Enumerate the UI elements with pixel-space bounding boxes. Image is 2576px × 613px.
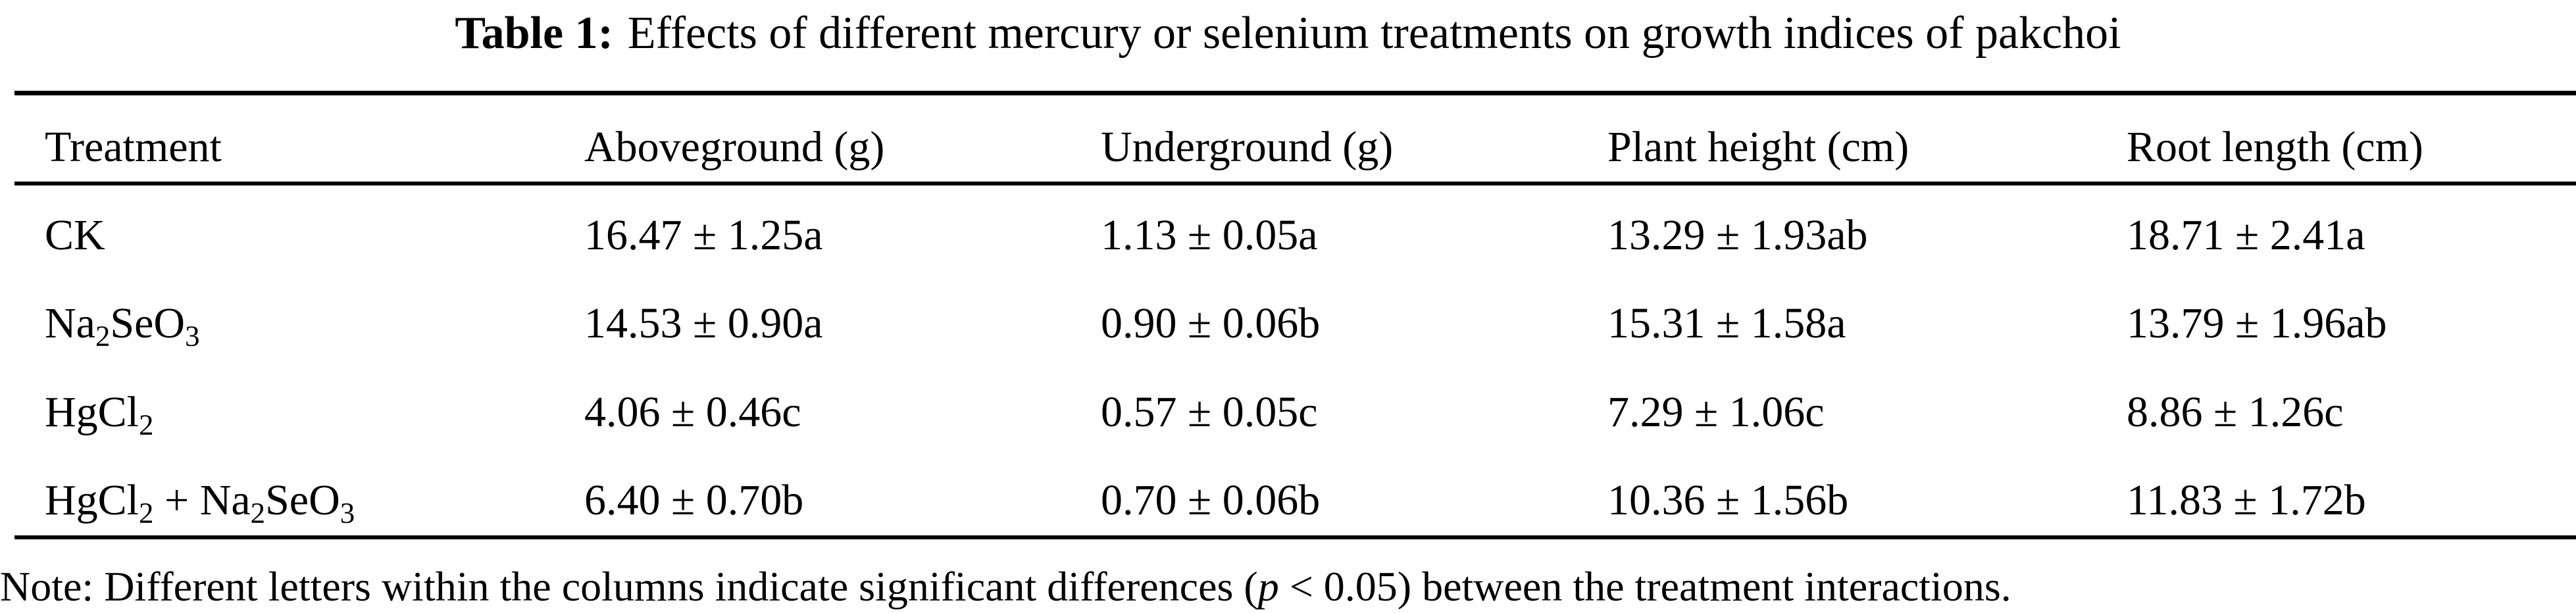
column-header: Underground (g) bbox=[1101, 123, 1394, 171]
treatment-cell: HgCl2 bbox=[45, 386, 153, 439]
subscript: 3 bbox=[340, 496, 355, 529]
bottom-rule bbox=[14, 535, 2576, 539]
value-cell: 16.47 ± 1.25a bbox=[584, 211, 823, 259]
treatment-text: HgCl bbox=[45, 388, 139, 436]
treatment-text: Na bbox=[45, 299, 95, 347]
value-cell: 8.86 ± 1.26c bbox=[2127, 388, 2344, 436]
note-text: Note: Different letters within the colum… bbox=[0, 563, 1258, 610]
table-caption: Table 1: Effects of different mercury or … bbox=[0, 4, 2576, 63]
subscript: 3 bbox=[185, 319, 200, 353]
value-cell: 15.31 ± 1.58a bbox=[1607, 299, 1846, 347]
table-title: Effects of different mercury or selenium… bbox=[627, 8, 2121, 59]
column-header: Aboveground (g) bbox=[584, 123, 885, 171]
note-text-end: < 0.05) between the treatment interactio… bbox=[1278, 563, 2011, 610]
treatment-text: HgCl bbox=[45, 476, 139, 524]
table-note: Note: Different letters within the colum… bbox=[0, 560, 2011, 613]
value-cell: 0.90 ± 0.06b bbox=[1101, 299, 1321, 347]
value-cell: 7.29 ± 1.06c bbox=[1607, 388, 1825, 436]
column-header: Plant height (cm) bbox=[1607, 123, 1909, 171]
treatment-cell: CK bbox=[45, 209, 105, 262]
subscript: 2 bbox=[139, 496, 154, 529]
top-rule bbox=[14, 91, 2576, 95]
subscript: 2 bbox=[95, 319, 111, 353]
value-cell: 1.13 ± 0.05a bbox=[1101, 211, 1318, 259]
value-cell: 0.70 ± 0.06b bbox=[1101, 476, 1321, 524]
subscript: 2 bbox=[250, 496, 266, 529]
treatment-cell: HgCl2 + Na2SeO3 bbox=[45, 474, 355, 527]
header-rule bbox=[14, 182, 2576, 185]
value-cell: 11.83 ± 1.72b bbox=[2127, 476, 2366, 524]
value-cell: 4.06 ± 0.46c bbox=[584, 388, 801, 436]
value-cell: 10.36 ± 1.56b bbox=[1607, 476, 1849, 524]
treatment-text: SeO bbox=[110, 299, 186, 347]
value-cell: 13.29 ± 1.93ab bbox=[1607, 211, 1868, 259]
treatment-text: + Na bbox=[153, 476, 251, 524]
value-cell: 18.71 ± 2.41a bbox=[2127, 211, 2365, 259]
table-label: Table 1: bbox=[455, 8, 613, 59]
value-cell: 13.79 ± 1.96ab bbox=[2127, 299, 2387, 347]
value-cell: 0.57 ± 0.05c bbox=[1101, 388, 1318, 436]
treatment-cell: Na2SeO3 bbox=[45, 297, 200, 353]
subscript: 2 bbox=[139, 408, 154, 441]
note-p-symbol: p bbox=[1257, 563, 1279, 610]
column-header: Treatment bbox=[45, 123, 222, 171]
column-header: Root length (cm) bbox=[2127, 123, 2423, 171]
treatment-text: SeO bbox=[265, 476, 340, 524]
value-cell: 14.53 ± 0.90a bbox=[584, 299, 823, 347]
treatment-text: CK bbox=[45, 211, 105, 259]
value-cell: 6.40 ± 0.70b bbox=[584, 476, 804, 524]
